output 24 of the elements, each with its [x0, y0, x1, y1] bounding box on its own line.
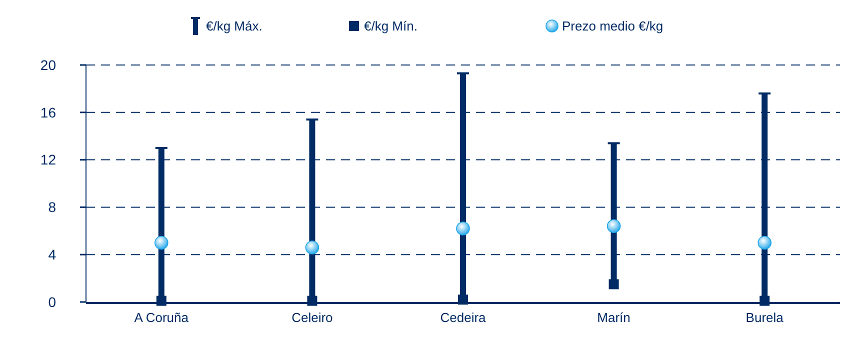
- y-tick-label: 4: [48, 246, 56, 262]
- legend-label: €/kg Máx.: [206, 18, 262, 34]
- y-tick-label: 0: [48, 294, 56, 310]
- point: [760, 296, 770, 306]
- y-tick-label: 20: [40, 56, 56, 73]
- point: [305, 240, 320, 254]
- point: [307, 296, 318, 306]
- legend-label: Prezo medio €/kg: [562, 18, 664, 34]
- x-tick-label: Cedeira: [440, 310, 487, 325]
- y-tick-label: 16: [40, 104, 56, 120]
- y-tick-label: 12: [40, 152, 56, 168]
- y-tick-label: 8: [48, 199, 56, 216]
- point: [606, 219, 621, 234]
- legend-label: €/kg Mín.: [364, 18, 418, 34]
- point: [456, 222, 470, 236]
- point: [758, 236, 772, 250]
- point: [156, 296, 166, 306]
- x-tick-label: A Coruña: [134, 310, 190, 325]
- x-tick-label: Burela: [746, 310, 784, 325]
- point: [458, 294, 468, 305]
- point: [154, 236, 168, 250]
- point: [608, 279, 619, 290]
- x-tick-label: Celeiro: [292, 310, 333, 325]
- x-tick-label: Marín: [597, 310, 630, 325]
